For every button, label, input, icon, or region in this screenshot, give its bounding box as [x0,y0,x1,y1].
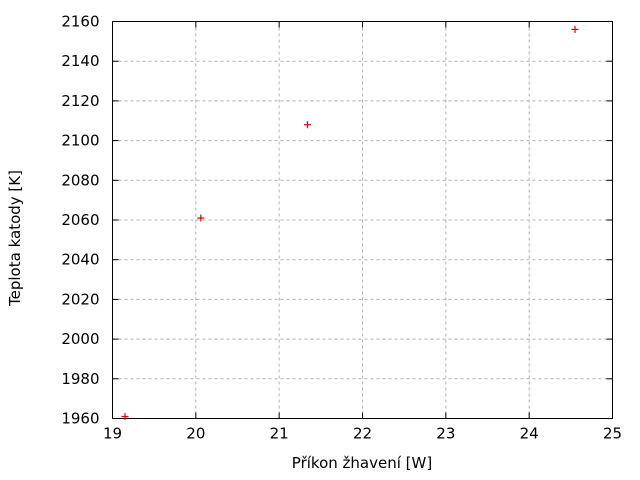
data-point [197,214,205,222]
y-tick-label: 2040 [61,251,99,269]
data-point [121,413,129,421]
y-tick-label: 2060 [61,211,99,229]
y-axis-label: Teplota katody [K] [6,170,24,307]
x-tick-label: 19 [103,425,122,443]
y-tick-label: 2020 [61,290,99,308]
y-tick-label: 1960 [61,410,99,428]
y-tick-label: 2140 [61,52,99,70]
x-axis-label: Příkon žhavení [W] [292,454,432,472]
y-tick-label: 2160 [61,13,99,31]
x-tick-label: 22 [353,425,372,443]
data-point [304,121,311,129]
y-tick-label: 2120 [61,92,99,110]
grid-layer [112,21,613,419]
tick-label-layer: 19 20 21 22 23 24 25 1960 1980 2000 2020 2040 2060 20… [61,13,622,443]
y-tick-label: 2080 [61,171,99,189]
y-tick-label: 2100 [61,132,99,150]
data-point-layer [121,25,579,421]
data-point [571,25,579,33]
tick-layer [112,21,613,419]
x-tick-label: 20 [186,425,205,443]
x-tick-label: 23 [436,425,455,443]
x-tick-label: 25 [603,425,622,443]
x-tick-label: 21 [270,425,289,443]
y-tick-label: 2000 [61,330,99,348]
x-tick-label: 24 [520,425,539,443]
y-tick-label: 1980 [61,370,99,388]
